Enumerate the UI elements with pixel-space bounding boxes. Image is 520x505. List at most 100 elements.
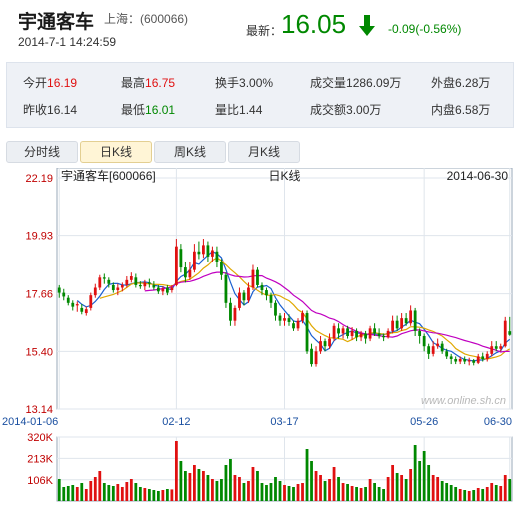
volume-bar (472, 490, 476, 501)
stat-inner-volume: 内盘6.58万 (431, 103, 491, 117)
candle-body (373, 328, 376, 334)
volume-bar (220, 479, 223, 501)
candle-body (391, 320, 395, 331)
candle-body (355, 330, 358, 338)
volume-bar (93, 477, 97, 501)
candle-body (508, 331, 512, 335)
volume-bar (174, 441, 178, 501)
tab-weekly-k[interactable]: 周K线 (154, 141, 226, 163)
volume-bar (107, 485, 111, 501)
volume-tick-label: 320K (27, 432, 53, 444)
candle-body (197, 251, 201, 255)
candle-body (485, 353, 489, 359)
volume-bar (71, 485, 75, 501)
price-tick-label: 15.40 (25, 346, 53, 358)
candle-body (238, 292, 241, 308)
volume-bar (120, 487, 124, 501)
volume-bar (481, 489, 485, 501)
candle-body (305, 313, 309, 352)
volume-bar (156, 491, 160, 501)
price-change: -0.09(-0.56%) (388, 22, 462, 36)
volume-bar (341, 483, 345, 501)
candle-body (125, 279, 129, 285)
candle-body (134, 277, 138, 285)
volume-bar (364, 487, 367, 501)
candle-body (454, 358, 458, 362)
volume-bar (508, 479, 512, 501)
volume-bar (355, 487, 358, 501)
tab-monthly-k[interactable]: 月K线 (228, 141, 300, 163)
volume-bar (147, 489, 151, 501)
candle-body (341, 328, 345, 334)
candle-body (229, 302, 232, 321)
volume-bar (292, 487, 295, 501)
candle-body (382, 335, 386, 338)
ma20-line (144, 271, 510, 353)
candle-body (147, 282, 151, 284)
volume-bar (359, 488, 363, 501)
quote-datetime: 2014-7-1 14:24:59 (18, 35, 117, 49)
volume-bar (161, 490, 165, 501)
candle-body (409, 310, 413, 324)
volume-bar (418, 461, 422, 501)
candle-body (220, 261, 223, 275)
chart-title-left: 宇通客车[600066] (61, 168, 156, 183)
stat-high: 最高16.75 (121, 76, 176, 90)
candle-body (458, 358, 462, 362)
stat-outer-volume: 外盘6.28万 (431, 76, 491, 90)
tab-intraday[interactable]: 分时线 (6, 141, 78, 163)
volume-bar (202, 471, 205, 501)
candle-body (283, 318, 286, 321)
volume-bar (436, 477, 440, 501)
candle-body (490, 346, 494, 354)
stat-turnover: 换手3.00% (215, 76, 274, 90)
stock-name: 宇通客车 (18, 12, 95, 33)
stat-amount: 成交额3.00万 (310, 103, 382, 117)
candle-body (62, 292, 66, 297)
candle-body (170, 287, 174, 291)
candle-body (337, 328, 340, 334)
latest-price-label: 最新： (246, 24, 283, 38)
candle-body (251, 269, 255, 288)
volume-bar (337, 477, 340, 501)
candle-body (206, 245, 210, 257)
volume-bar (66, 486, 70, 501)
candle-body (66, 297, 70, 303)
candle-body (449, 356, 453, 359)
price-tick-label: 13.14 (25, 404, 53, 416)
volume-bar (251, 467, 255, 501)
candle-body (445, 351, 449, 357)
volume-bar (152, 490, 156, 501)
price-tick-label: 17.66 (25, 289, 53, 301)
volume-bar (165, 489, 169, 501)
volume-bar (57, 479, 61, 501)
candle-body (418, 330, 422, 336)
quote-stats-panel: 今开16.19 最高16.75 换手3.00% 成交量1286.09万 外盘6.… (6, 62, 514, 128)
volume-bar (386, 477, 390, 501)
candle-body (84, 309, 88, 314)
candle-body (364, 333, 367, 339)
ma10-line (99, 257, 511, 360)
volume-bar (499, 486, 503, 501)
volume-bar (197, 469, 201, 501)
candle-body (386, 330, 390, 338)
candle-body (256, 269, 259, 285)
candle-body (111, 284, 115, 291)
volume-bar (269, 483, 273, 501)
date-tick-label: 03-17 (270, 416, 298, 428)
candle-body (116, 287, 120, 291)
volume-bar (440, 481, 444, 501)
candle-body (503, 320, 507, 347)
volume-bar (368, 479, 372, 501)
volume-bar (75, 487, 79, 501)
volume-bar (404, 479, 408, 501)
tab-daily-k[interactable]: 日K线 (80, 141, 152, 163)
candle-body (328, 338, 331, 347)
candle-body (71, 302, 75, 307)
stat-volume-ratio: 量比1.44 (215, 103, 263, 117)
volume-bar (350, 486, 354, 501)
down-arrow-icon (359, 15, 375, 36)
candle-body (224, 274, 228, 303)
date-tick-label: 2014-01-06 (2, 416, 58, 428)
volume-bar (129, 479, 133, 501)
